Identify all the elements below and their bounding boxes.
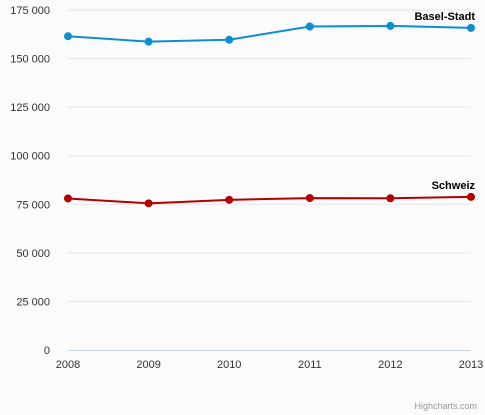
y-tick-label: 0 <box>44 345 50 357</box>
x-axis: 2008 2009 2010 2011 2012 2013 <box>56 350 483 371</box>
series-schweiz: Schweiz <box>64 180 476 208</box>
x-tick-label: 2008 <box>56 359 80 371</box>
credits-link[interactable]: Highcharts.com <box>414 401 477 411</box>
data-point[interactable] <box>386 21 395 30</box>
y-tick-label: 150 000 <box>10 54 50 66</box>
y-tick-label: 175 000 <box>10 5 50 17</box>
x-tick-label: 2009 <box>136 359 160 371</box>
x-tick-label: 2011 <box>298 359 322 371</box>
data-point[interactable] <box>305 194 314 203</box>
series-label: Basel-Stadt <box>414 11 475 23</box>
data-point[interactable] <box>225 35 234 44</box>
gridlines <box>68 9 470 302</box>
data-point[interactable] <box>64 194 72 203</box>
data-point[interactable] <box>225 195 234 204</box>
y-tick-label: 75 000 <box>16 199 50 211</box>
y-tick-label: 50 000 <box>16 248 50 260</box>
series-label: Schweiz <box>432 180 476 192</box>
x-tick-label: 2013 <box>459 359 483 371</box>
x-tick-label: 2012 <box>378 359 402 371</box>
data-point[interactable] <box>144 199 153 208</box>
y-tick-label: 125 000 <box>10 102 50 114</box>
y-tick-label: 100 000 <box>10 151 50 163</box>
data-point[interactable] <box>305 22 314 31</box>
x-tick-label: 2010 <box>217 359 241 371</box>
series-line <box>67 24 472 43</box>
series-group: Basel-Stadt Schweiz <box>64 11 476 208</box>
y-axis: 0 25 000 50 000 75 000 100 000 125 000 150 000… <box>10 5 50 357</box>
y-tick-label: 25 000 <box>16 296 50 308</box>
data-point[interactable] <box>467 192 475 201</box>
series-basel-stadt: Basel-Stadt <box>64 11 475 46</box>
series-line <box>67 195 472 205</box>
data-point[interactable] <box>144 37 153 46</box>
data-point[interactable] <box>467 23 475 32</box>
data-point[interactable] <box>64 32 72 41</box>
data-point[interactable] <box>386 194 395 203</box>
